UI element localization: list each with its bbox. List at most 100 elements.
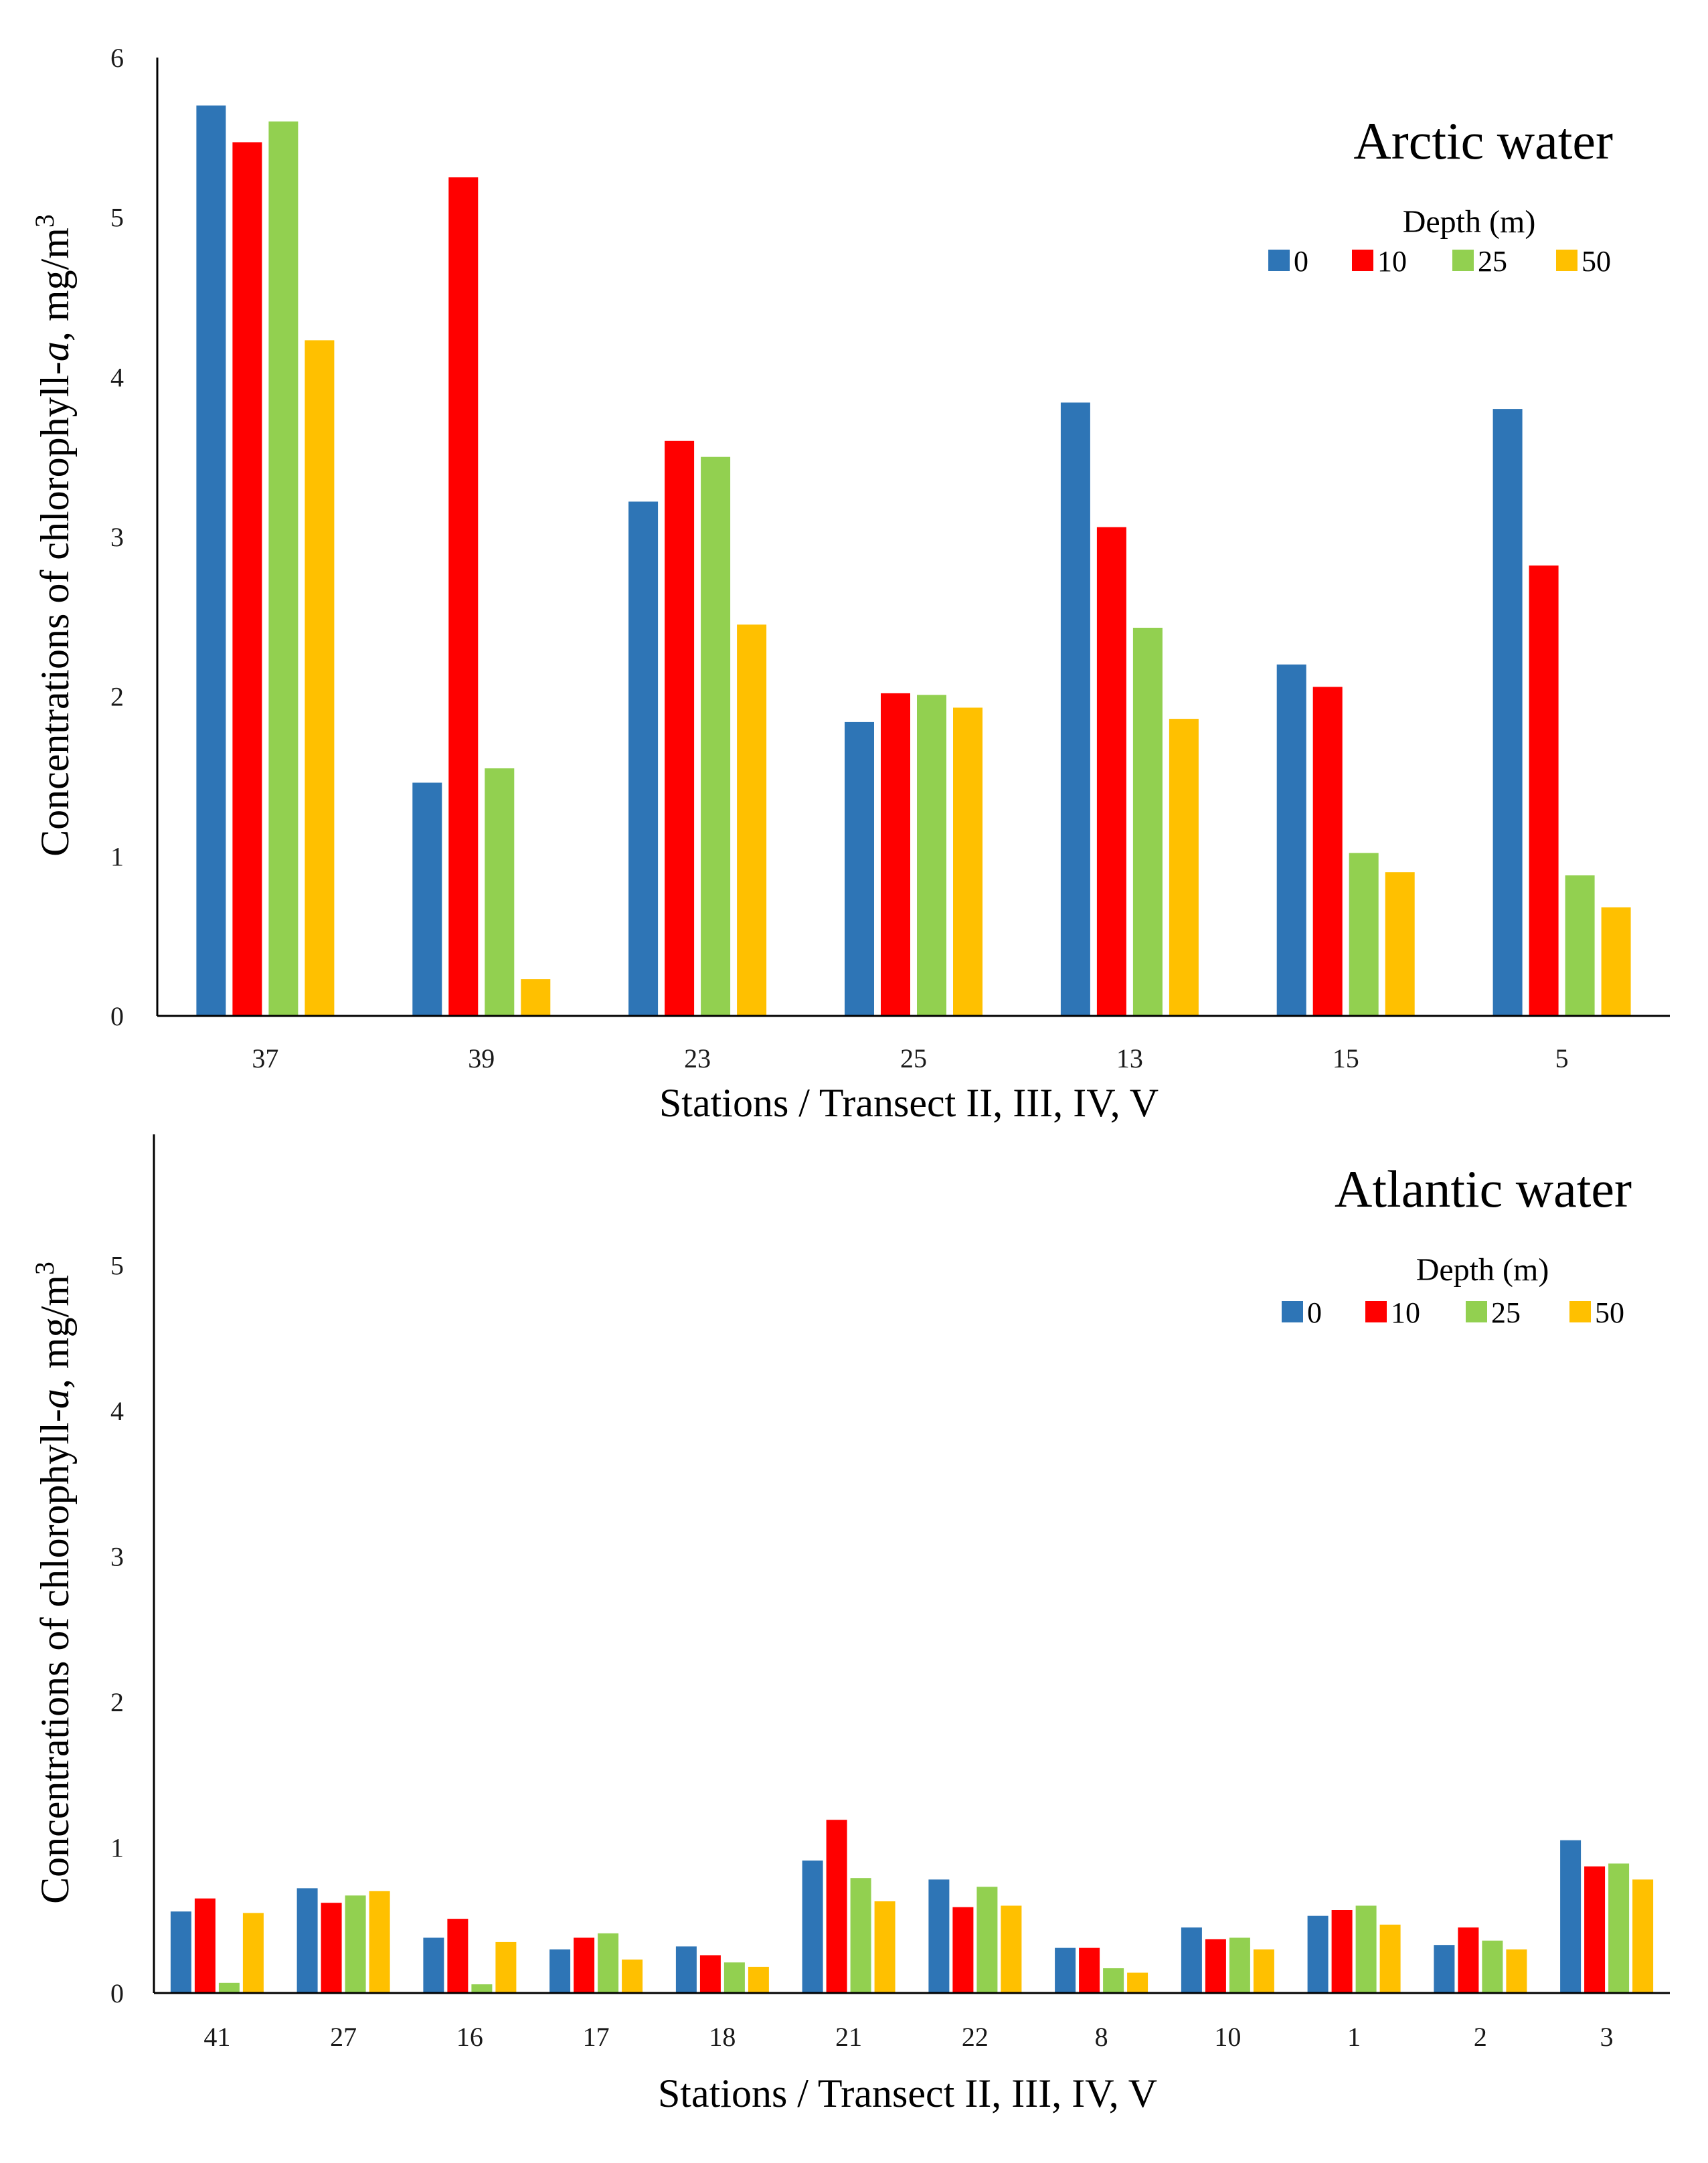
y-axis-title-italic: a: [33, 341, 77, 361]
x-tick-label: 2: [1474, 2022, 1487, 2052]
bar: [1229, 1937, 1250, 1993]
legend-label: 50: [1582, 245, 1611, 278]
bars: [196, 105, 1631, 1017]
bar: [1379, 1924, 1401, 1993]
bar: [268, 121, 298, 1016]
bar: [874, 1901, 895, 1993]
chart-title: Atlantic water: [1335, 1160, 1632, 1218]
bar: [1529, 566, 1559, 1016]
x-tick-label: 22: [962, 2022, 989, 2052]
y-axis-ticks: 0 1 2 3 4 5: [110, 1251, 124, 2008]
bars: [170, 1820, 1654, 1993]
x-tick-label: 1: [1347, 2022, 1361, 2052]
bar: [1482, 1940, 1503, 1993]
legend-label: 0: [1294, 245, 1308, 278]
y-axis-title-suffix: , mg/m: [33, 228, 77, 341]
bar: [1096, 527, 1126, 1016]
x-axis-ticks: 41 27 16 17 18 21 22 8 10 1 2 3: [203, 2022, 1613, 2052]
bar: [1103, 1968, 1124, 1993]
bar: [953, 707, 983, 1016]
bar: [1079, 1948, 1100, 1993]
y-tick-label: 3: [110, 522, 124, 552]
legend-label: 0: [1307, 1296, 1322, 1329]
bar: [1127, 1972, 1148, 1993]
bar: [1601, 907, 1631, 1016]
bar: [495, 1941, 517, 1993]
legend-title: Depth (m): [1403, 204, 1536, 240]
legend-label: 25: [1478, 245, 1507, 278]
bar: [1355, 1905, 1377, 1993]
bar: [1307, 1915, 1329, 1993]
y-tick-label: 1: [110, 841, 124, 871]
bar: [1584, 1866, 1606, 1993]
bar: [242, 1913, 264, 1993]
y-tick-label: 4: [110, 1396, 124, 1426]
bar: [1060, 402, 1090, 1016]
bar: [1565, 875, 1595, 1016]
bar: [598, 1933, 619, 1993]
y-tick-label: 3: [110, 1542, 124, 1572]
bar: [549, 1949, 571, 1993]
bar: [1055, 1948, 1076, 1993]
x-axis-title: Stations / Transect II, III, IV, V: [659, 1081, 1159, 1125]
y-axis-ticks: 0 1 2 3 4 5 6: [110, 43, 124, 1031]
bar: [881, 693, 910, 1016]
bar: [1608, 1863, 1630, 1993]
bar: [1312, 687, 1343, 1016]
x-tick-label: 17: [583, 2022, 610, 2052]
bar: [917, 695, 946, 1016]
x-tick-label: 18: [709, 2022, 736, 2052]
bar: [952, 1907, 974, 1993]
y-tick-label: 1: [110, 1833, 124, 1863]
chart-title: Arctic water: [1353, 112, 1613, 170]
bar: [928, 1879, 950, 1993]
bar: [1434, 1945, 1455, 1993]
bar: [1560, 1840, 1582, 1993]
bar: [170, 1911, 191, 1993]
bar: [723, 1962, 745, 1993]
bar: [1385, 872, 1415, 1016]
bar: [850, 1878, 871, 1993]
x-tick-label: 16: [456, 2022, 483, 2052]
y-tick-label: 4: [110, 362, 124, 392]
bar: [737, 624, 767, 1016]
x-tick-label: 27: [330, 2022, 357, 2052]
y-axis-title-italic: a: [33, 1389, 77, 1409]
x-tick-label: 23: [684, 1043, 711, 1073]
bar: [1169, 719, 1199, 1016]
legend-swatch: [1452, 250, 1474, 271]
legend-label: 50: [1595, 1296, 1624, 1329]
bar: [1205, 1939, 1226, 1993]
legend-swatch: [1282, 1301, 1303, 1322]
x-axis-title: Stations / Transect II, III, IV, V: [658, 2071, 1157, 2115]
x-tick-label: 5: [1555, 1043, 1569, 1073]
x-tick-label: 8: [1095, 2022, 1108, 2052]
bar: [1331, 1910, 1353, 1993]
bar: [826, 1820, 847, 1993]
bar: [1132, 628, 1163, 1016]
bar: [1001, 1905, 1022, 1993]
x-tick-label: 10: [1214, 2022, 1241, 2052]
y-axis-title-prefix: Concentrations of chlorophyll-: [33, 1409, 77, 1904]
y-axis-title: Concentrations of chlorophyll-a, mg/m3: [29, 214, 77, 857]
y-tick-label: 0: [110, 1978, 124, 2008]
legend-swatch: [1365, 1301, 1387, 1322]
y-axis-title-superscript: 3: [29, 1262, 60, 1275]
bar: [521, 979, 551, 1016]
bar: [448, 177, 479, 1016]
bar: [1632, 1879, 1654, 1993]
y-axis-title-suffix: , mg/m: [33, 1275, 77, 1389]
bar: [218, 1982, 240, 1993]
bar: [976, 1887, 998, 1993]
x-tick-label: 15: [1333, 1043, 1359, 1073]
x-axis-ticks: 37 39 23 25 13 15 5: [252, 1043, 1568, 1073]
bar: [305, 340, 335, 1016]
legend-title: Depth (m): [1416, 1252, 1549, 1288]
legend-swatch: [1268, 250, 1290, 271]
bar: [485, 768, 515, 1016]
legend-label: 10: [1391, 1296, 1420, 1329]
legend-swatch: [1466, 1301, 1487, 1322]
y-tick-label: 0: [110, 1001, 124, 1031]
